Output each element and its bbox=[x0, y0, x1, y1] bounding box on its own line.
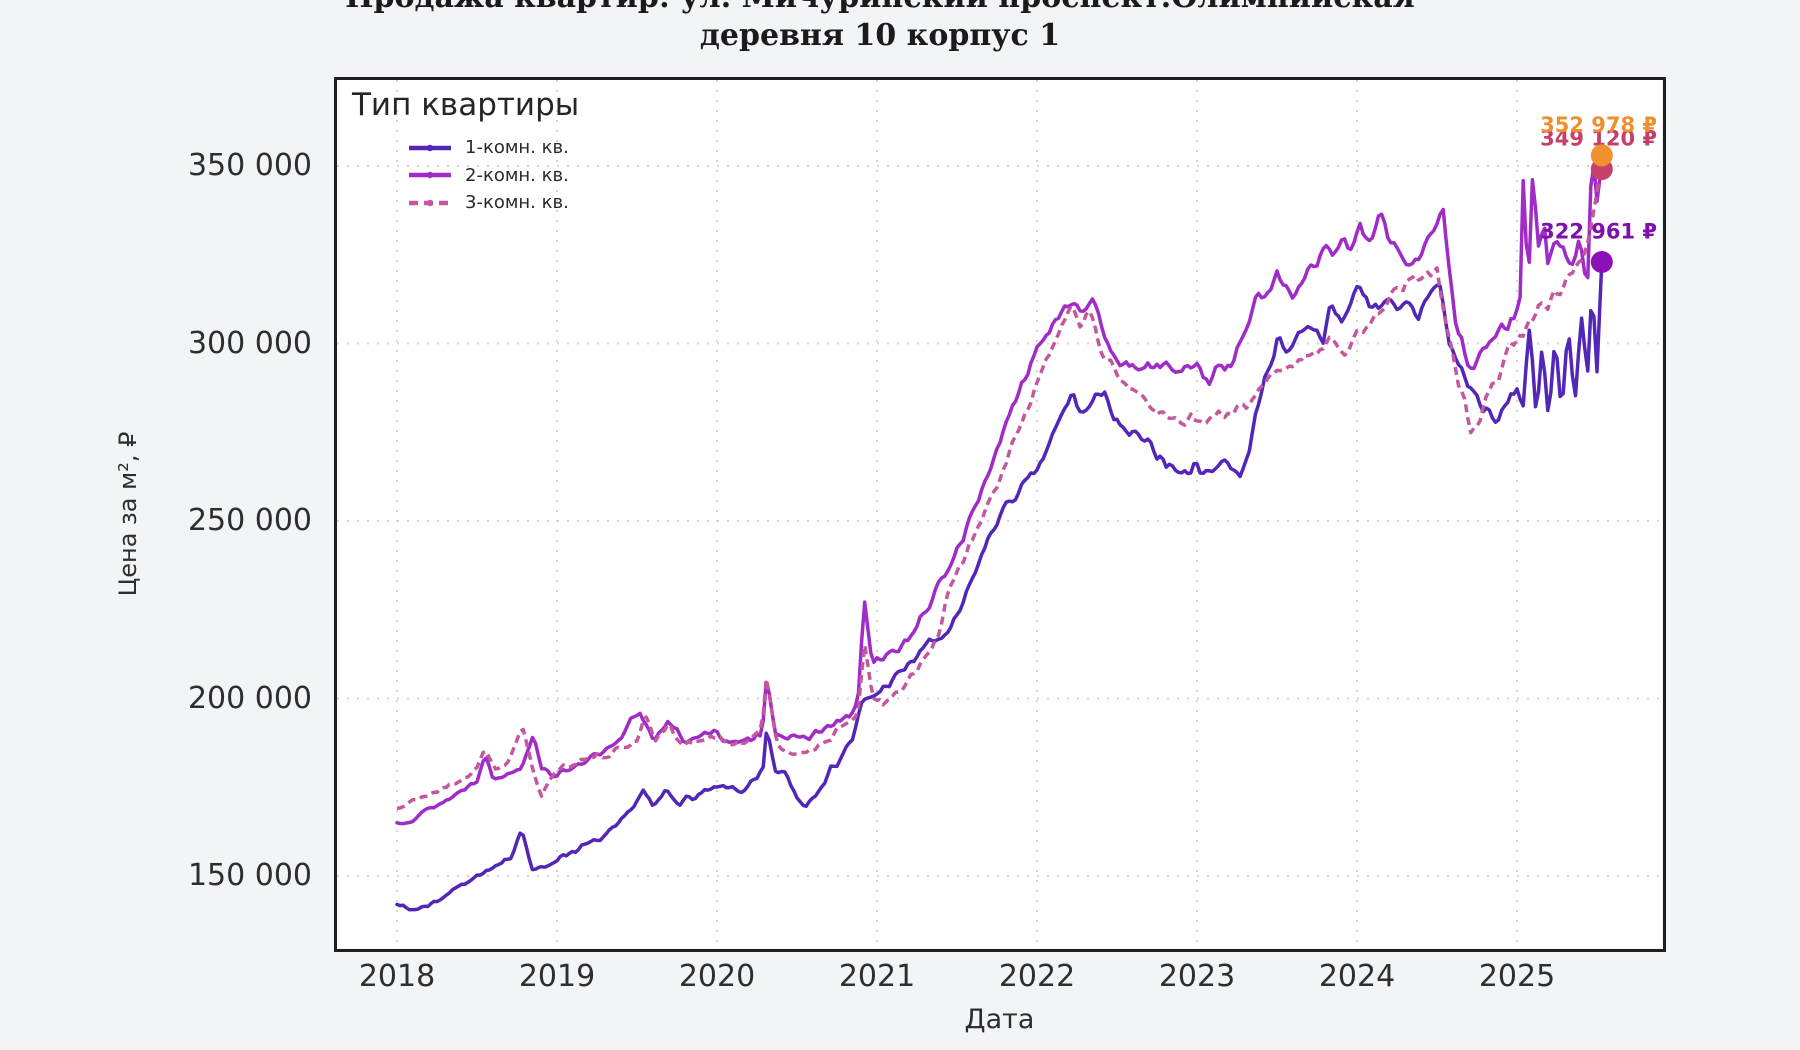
legend: Тип квартиры 1-комн. кв. 2-комн. кв. 3-ком… bbox=[352, 86, 579, 217]
x-tick-label: 2022 bbox=[998, 959, 1076, 994]
chart-title: Продажа квартир: ул. Мичуринский проспек… bbox=[0, 0, 1780, 55]
last-value-label-1-komn: 322 961 ₽ bbox=[1540, 220, 1657, 244]
last-value-label-3-komn: 352 978 ₽ bbox=[1540, 113, 1657, 137]
chart-title-line1: Продажа квартир: ул. Мичуринский проспек… bbox=[0, 0, 1780, 17]
series-line-3-komn bbox=[396, 155, 1604, 811]
x-tick-label: 2018 bbox=[358, 959, 436, 994]
legend-item-3-komn: 3-комн. кв. bbox=[352, 189, 579, 217]
gridlines bbox=[337, 80, 1662, 948]
chart-title-line2: деревня 10 корпус 1 bbox=[699, 18, 1061, 53]
x-tick-label: 2025 bbox=[1478, 959, 1556, 994]
plot-area: 322 961 ₽349 120 ₽352 978 ₽ bbox=[333, 76, 1666, 952]
chart-canvas: 322 961 ₽349 120 ₽352 978 ₽ bbox=[337, 80, 1662, 948]
y-axis-label: Цена за м², ₽ bbox=[114, 431, 142, 597]
legend-swatch-3-komn-icon bbox=[409, 199, 451, 206]
x-tick-label: 2019 bbox=[518, 959, 596, 994]
y-tick-label: 350 000 bbox=[187, 148, 312, 183]
legend-title: Тип квартиры bbox=[352, 87, 580, 123]
series-line-1-komn bbox=[395, 260, 1604, 912]
x-axis-label: Дата bbox=[964, 1004, 1035, 1035]
y-tick-label: 300 000 bbox=[187, 325, 312, 361]
x-tick-label: 2024 bbox=[1318, 959, 1396, 994]
last-point-marker-3-komn bbox=[1590, 144, 1613, 167]
legend-swatch-1-komn-icon bbox=[409, 144, 451, 151]
legend-item-2-komn: 2-комн. кв. bbox=[352, 162, 579, 190]
legend-item-label: 2-комн. кв. bbox=[465, 164, 569, 186]
series-line-2-komn bbox=[395, 163, 1604, 826]
legend-items: 1-комн. кв. 2-комн. кв. 3-комн. кв. bbox=[352, 134, 579, 217]
legend-item-label: 1-комн. кв. bbox=[465, 137, 569, 159]
x-tick-label: 2021 bbox=[838, 959, 916, 994]
last-point-marker-1-komn bbox=[1590, 251, 1613, 273]
y-tick-label: 200 000 bbox=[187, 680, 312, 716]
legend-item-label: 3-комн. кв. bbox=[465, 192, 569, 214]
legend-item-1-komn: 1-комн. кв. bbox=[352, 134, 579, 162]
y-tick-label: 250 000 bbox=[187, 503, 312, 538]
y-tick-label: 150 000 bbox=[187, 858, 312, 893]
x-tick-label: 2020 bbox=[678, 959, 756, 994]
x-tick-label: 2023 bbox=[1158, 959, 1236, 994]
legend-swatch-2-komn-icon bbox=[409, 172, 451, 179]
